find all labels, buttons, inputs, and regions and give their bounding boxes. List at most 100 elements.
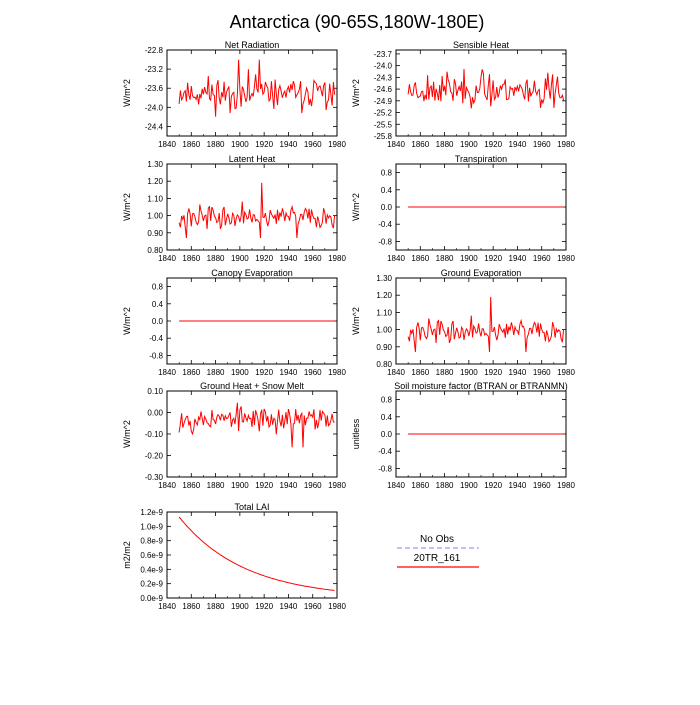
x-tick-label: 1980 [328, 368, 346, 377]
y-tick-label: -0.8 [378, 237, 392, 246]
y-tick-label: 0.0 [381, 430, 393, 439]
x-tick-label: 1940 [509, 481, 527, 490]
panel-title: Ground Evaporation [441, 268, 522, 278]
x-tick-label: 1960 [304, 481, 322, 490]
panel-2: Sensible Heat W/m^2 -23.7 -24.0 -24.3 -24.6 -2… [351, 40, 575, 149]
x-tick-label: 1980 [557, 254, 575, 263]
y-tick-label: 0.4e-9 [140, 565, 163, 574]
x-tick-label: 1900 [231, 368, 249, 377]
x-tick-label: 1960 [533, 254, 551, 263]
x-tick-label: 1840 [387, 140, 405, 149]
y-tick-label: 1.20 [147, 177, 163, 186]
x-tick-label: 1960 [304, 140, 322, 149]
x-tick-label: 1860 [182, 140, 200, 149]
y-axis-label: W/m^2 [122, 193, 132, 221]
series-line-20TR_161 [178, 182, 336, 239]
x-tick-label: 1900 [231, 140, 249, 149]
x-tick-label: 1840 [158, 140, 176, 149]
y-tick-label: -0.20 [145, 452, 164, 461]
x-tick-label: 1880 [207, 481, 225, 490]
y-tick-label: 1.00 [147, 212, 163, 221]
y-tick-label: 0.0 [152, 317, 164, 326]
x-tick-label: 1840 [158, 254, 176, 263]
y-tick-label: -24.4 [145, 122, 164, 131]
x-tick-label: 1880 [436, 140, 454, 149]
y-tick-label: -0.8 [378, 464, 392, 473]
y-tick-label: 0.90 [376, 343, 392, 352]
y-tick-label: -0.4 [149, 334, 163, 343]
y-tick-label: 1.2e-9 [140, 508, 163, 517]
x-tick-label: 1880 [207, 368, 225, 377]
x-tick-label: 1960 [304, 368, 322, 377]
y-axis-label: W/m^2 [351, 79, 361, 107]
x-tick-label: 1860 [182, 481, 200, 490]
panel-title: Total LAI [234, 502, 269, 512]
x-tick-label: 1860 [411, 140, 429, 149]
y-tick-label: 0.4 [381, 413, 393, 422]
y-tick-label: 0.8 [381, 169, 393, 178]
x-tick-label: 1840 [158, 368, 176, 377]
x-tick-label: 1940 [280, 481, 298, 490]
x-tick-label: 1900 [460, 368, 478, 377]
x-tick-label: 1920 [255, 481, 273, 490]
x-tick-label: 1960 [304, 254, 322, 263]
x-tick-label: 1920 [255, 140, 273, 149]
plot-frame [166, 511, 338, 599]
x-tick-label: 1940 [509, 368, 527, 377]
y-tick-label: 1.10 [376, 308, 392, 317]
x-tick-label: 1920 [255, 254, 273, 263]
x-tick-label: 1920 [484, 368, 502, 377]
y-tick-label: -24.0 [374, 62, 393, 71]
x-tick-label: 1860 [411, 368, 429, 377]
legend-obs-label: No Obs [420, 534, 454, 545]
y-tick-label: 1.30 [376, 274, 392, 283]
x-tick-label: 1960 [533, 368, 551, 377]
y-tick-label: -24.0 [145, 103, 164, 112]
x-tick-label: 1880 [207, 602, 225, 611]
y-tick-label: 0.80 [147, 246, 163, 255]
y-tick-label: -0.30 [145, 473, 164, 482]
x-tick-label: 1880 [207, 140, 225, 149]
y-tick-label: 1.00 [376, 326, 392, 335]
y-tick-label: -25.2 [374, 109, 393, 118]
x-tick-label: 1860 [411, 481, 429, 490]
y-tick-label: 0.90 [147, 229, 163, 238]
panel-7: Ground Heat + Snow Melt W/m^2 0.10 0.00 -0.1… [122, 381, 346, 490]
y-tick-label: -23.7 [374, 50, 393, 59]
x-tick-label: 1980 [557, 140, 575, 149]
y-tick-label: 0.6e-9 [140, 551, 163, 560]
y-axis-label: m2/m2 [122, 541, 132, 569]
x-tick-label: 1900 [460, 481, 478, 490]
y-tick-label: 0.80 [376, 360, 392, 369]
x-tick-label: 1980 [328, 140, 346, 149]
y-tick-label: -25.5 [374, 120, 393, 129]
series-line-20TR_161 [178, 516, 335, 591]
x-tick-label: 1900 [231, 481, 249, 490]
y-tick-label: -0.4 [378, 447, 392, 456]
y-tick-label: 0.8e-9 [140, 537, 163, 546]
y-tick-label: 0.2e-9 [140, 580, 163, 589]
y-axis-label: W/m^2 [122, 420, 132, 448]
panel-4: Transpiration W/m^2 0.8 0.4 0.0 -0.4 -0.8 1840 1… [351, 154, 575, 263]
x-tick-label: 1840 [158, 602, 176, 611]
panel-title: Net Radiation [225, 40, 280, 50]
x-tick-label: 1840 [387, 368, 405, 377]
figure-title: Antarctica (90-65S,180W-180E) [230, 12, 485, 32]
panel-6: Ground Evaporation W/m^2 0.80 0.90 1.00 1.10 1… [351, 268, 575, 377]
x-tick-label: 1860 [182, 368, 200, 377]
x-tick-label: 1960 [533, 481, 551, 490]
y-tick-label: -24.6 [374, 85, 393, 94]
x-tick-label: 1980 [328, 254, 346, 263]
y-tick-label: 0.4 [381, 186, 393, 195]
x-tick-label: 1980 [557, 481, 575, 490]
panel-3: Latent Heat W/m^2 0.80 0.90 1.00 1.10 1.20 1.30… [122, 154, 346, 263]
y-axis-label: W/m^2 [351, 307, 361, 335]
y-tick-label: -0.4 [378, 220, 392, 229]
x-tick-label: 1960 [304, 602, 322, 611]
x-tick-label: 1940 [280, 368, 298, 377]
y-tick-label: -25.8 [374, 132, 393, 141]
y-tick-label: 1.10 [147, 194, 163, 203]
panel-5: Canopy Evaporation W/m^2 0.8 0.4 0.0 -0.4 -0.8… [122, 268, 346, 377]
x-tick-label: 1940 [509, 254, 527, 263]
